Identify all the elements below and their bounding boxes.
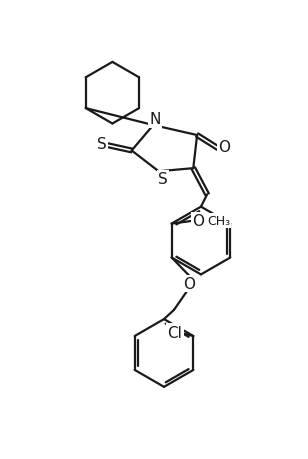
Text: O: O bbox=[218, 140, 230, 155]
Text: O: O bbox=[184, 277, 195, 291]
Text: N: N bbox=[149, 112, 160, 127]
Text: CH₃: CH₃ bbox=[207, 214, 230, 228]
Text: O: O bbox=[192, 213, 205, 229]
Text: S: S bbox=[158, 172, 168, 187]
Text: S: S bbox=[97, 137, 107, 151]
Text: Cl: Cl bbox=[168, 325, 182, 340]
